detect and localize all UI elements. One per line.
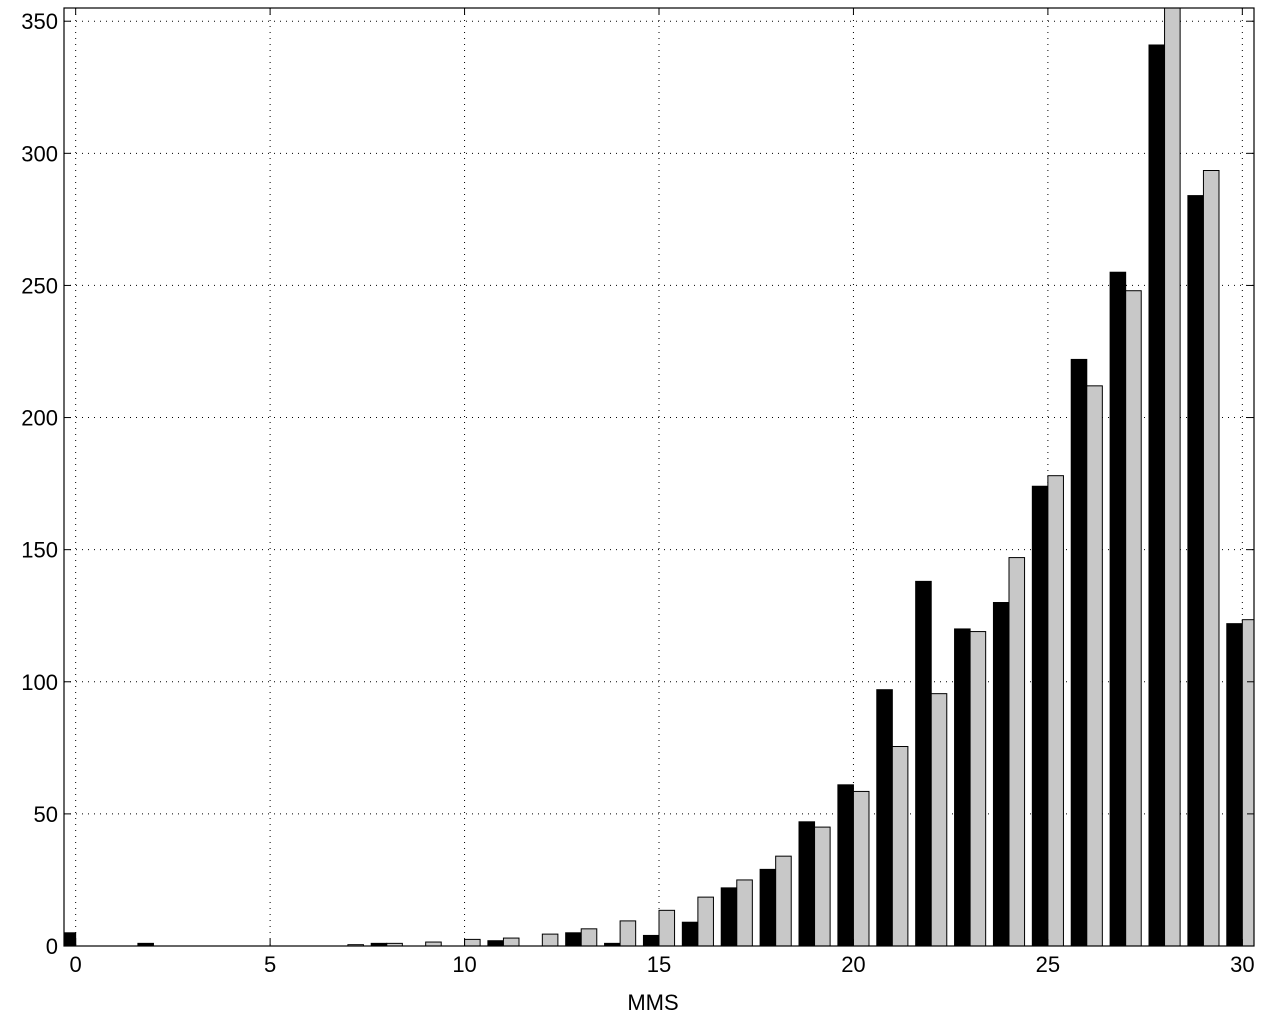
bar-series-1 bbox=[876, 689, 893, 946]
bar-series-2 bbox=[580, 928, 598, 946]
bar-series-1 bbox=[954, 628, 971, 946]
x-tick-label: 10 bbox=[452, 952, 476, 977]
bar-series-1 bbox=[1226, 623, 1243, 946]
bar-series-2 bbox=[697, 896, 714, 946]
bar-series-1 bbox=[915, 580, 932, 946]
bar-series-1 bbox=[837, 784, 854, 946]
bar-series-2 bbox=[1086, 385, 1103, 946]
bar-series-2 bbox=[891, 746, 909, 946]
bar-series-2 bbox=[1047, 475, 1064, 946]
bar-series-2 bbox=[736, 879, 753, 946]
x-tick-label: 30 bbox=[1230, 952, 1254, 977]
x-tick-label: 15 bbox=[647, 952, 671, 977]
bar-series-2 bbox=[502, 937, 520, 946]
bar-series-1 bbox=[642, 934, 660, 946]
y-tick-label: 350 bbox=[21, 9, 58, 34]
bars bbox=[64, 8, 1254, 946]
y-tick-label: 250 bbox=[21, 273, 58, 298]
bar-series-1 bbox=[992, 602, 1010, 946]
x-tick-label: 25 bbox=[1036, 952, 1060, 977]
bar-series-2 bbox=[541, 933, 559, 946]
x-axis-label: MMS bbox=[627, 990, 678, 1015]
bar-series-2 bbox=[1164, 8, 1181, 946]
axis-ticks bbox=[64, 8, 1254, 947]
bar-series-1 bbox=[681, 921, 699, 946]
bar-series-1 bbox=[1031, 485, 1049, 946]
bar-series-1 bbox=[798, 821, 816, 946]
bar-series-1 bbox=[1109, 271, 1127, 946]
bar-series-2 bbox=[464, 938, 481, 946]
bar-series-2 bbox=[658, 909, 676, 946]
bar-series-1 bbox=[1148, 44, 1166, 946]
bar-series-2 bbox=[1125, 290, 1142, 946]
bar-series-2 bbox=[814, 826, 831, 946]
y-tick-label: 150 bbox=[21, 538, 58, 563]
y-tick-label: 300 bbox=[21, 141, 58, 166]
bar-series-1 bbox=[1070, 358, 1088, 946]
bar-series-2 bbox=[1008, 557, 1026, 946]
y-tick-label: 50 bbox=[34, 802, 58, 827]
bar-series-2 bbox=[775, 855, 792, 946]
bar-series-2 bbox=[969, 631, 987, 946]
bar-series-1 bbox=[565, 932, 582, 946]
bar-series-1 bbox=[487, 940, 504, 946]
bar-series-1 bbox=[1187, 195, 1204, 946]
bar-series-1 bbox=[720, 887, 738, 946]
bar-series-2 bbox=[1202, 170, 1220, 946]
bar-series-1 bbox=[64, 932, 77, 946]
bar-series-1 bbox=[759, 868, 777, 946]
x-tick-label: 5 bbox=[264, 952, 276, 977]
y-tick-label: 200 bbox=[21, 406, 58, 431]
bar-series-2 bbox=[619, 920, 637, 946]
y-tick-label: 100 bbox=[21, 670, 58, 695]
x-tick-label: 20 bbox=[841, 952, 865, 977]
y-tick-label: 0 bbox=[46, 934, 58, 959]
bar-series-2 bbox=[852, 790, 870, 946]
x-tick-label: 0 bbox=[70, 952, 82, 977]
bar-series-2 bbox=[930, 693, 948, 946]
bar-series-2 bbox=[1241, 619, 1254, 946]
